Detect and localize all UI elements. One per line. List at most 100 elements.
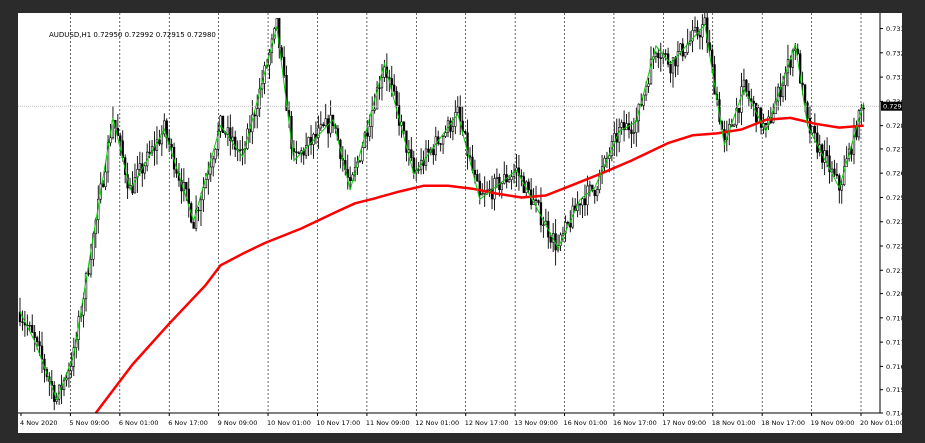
candle-body [258, 88, 261, 109]
candle-body [148, 151, 151, 154]
candle-body [701, 24, 704, 38]
candle-body [449, 120, 452, 132]
candle-body [349, 177, 352, 182]
candle-body [527, 181, 530, 191]
candle-body [745, 79, 748, 92]
candle-body [583, 198, 587, 206]
candle-body [666, 53, 670, 65]
candle-body [253, 114, 256, 117]
candle-body [187, 188, 190, 204]
candle-body [324, 118, 327, 127]
candle-body [192, 221, 195, 229]
chart-window[interactable]: 4 Nov 2020 5 Nov 09:00 6 Nov 01:00 6 Nov 17… [18, 2, 913, 433]
candle-body [862, 107, 865, 110]
candle-body [319, 124, 322, 129]
candle-body [444, 132, 447, 137]
candle-body [143, 165, 146, 174]
candle-body [671, 57, 675, 74]
candle-body [133, 177, 137, 194]
candle-body [375, 87, 379, 110]
candle-body [40, 345, 44, 360]
candle-body [163, 120, 166, 135]
candle-body [684, 52, 687, 57]
zigzag-tail-line [794, 44, 865, 190]
x-tick-label: 6 Nov 17:00 [168, 419, 208, 427]
y-tick-label: 0.73255 [886, 49, 902, 57]
candle-body [843, 166, 846, 186]
candle-body [503, 174, 506, 184]
candle-body [155, 139, 159, 151]
x-tick-label: 12 Nov 17:00 [465, 419, 509, 427]
candle-body [742, 79, 746, 87]
candle-body [835, 173, 839, 176]
candle-body [510, 176, 513, 180]
candle-body [366, 132, 369, 137]
candle-body [857, 110, 861, 138]
candle-body [197, 209, 200, 212]
candle-body [507, 179, 511, 183]
candle-body [481, 193, 484, 196]
candle-body [219, 115, 222, 132]
candle-body [825, 150, 829, 157]
candle-body [569, 222, 572, 228]
candle-body [630, 129, 633, 134]
y-tick-label: 0.71890 [886, 314, 902, 322]
candle-body [214, 149, 217, 160]
candle-body [703, 17, 706, 25]
candle-body [393, 84, 396, 92]
candle-body [852, 126, 856, 155]
candle-body [593, 190, 596, 197]
candle-body [395, 90, 398, 106]
candle-body [31, 324, 34, 333]
candle-body [383, 66, 386, 78]
candle-body [608, 155, 611, 159]
x-tick-label: 13 Nov 09:00 [514, 419, 558, 427]
candle-body [596, 189, 599, 197]
y-tick-label: 0.72385 [886, 218, 902, 226]
candle-body [199, 199, 203, 211]
candle-body [358, 160, 362, 163]
x-tick-label: 10 Nov 17:00 [316, 419, 360, 427]
candle-body [566, 222, 569, 224]
candle-body [209, 166, 212, 175]
candle-body [620, 122, 623, 128]
candle-body [280, 47, 283, 58]
candle-body [432, 149, 435, 156]
candle-body [644, 86, 648, 96]
candle-body [801, 82, 804, 86]
candle-body [38, 341, 41, 347]
y-tick-label: 0.71520 [886, 386, 902, 394]
candle-body [803, 84, 807, 104]
candle-body [542, 224, 545, 226]
candle-body [87, 273, 90, 275]
x-tick-label: 5 Nov 09:00 [69, 419, 109, 427]
y-tick-label: 0.71765 [886, 339, 902, 347]
candle-body [427, 148, 430, 153]
symbol-info-label: AUDUSD,H1 0.72950 0.72992 0.72915 0.7298… [49, 31, 216, 39]
candle-body [561, 233, 565, 236]
candle-body [549, 236, 552, 243]
candle-body [282, 56, 286, 76]
current-price-tag: 0.72980 [881, 101, 910, 111]
candle-body [28, 324, 31, 327]
candle-body [808, 118, 812, 134]
candle-body [212, 158, 215, 168]
candle-body [35, 337, 39, 342]
candle-body [466, 132, 469, 156]
x-tick-label: 18 Nov 01:00 [712, 419, 756, 427]
candle-body [101, 183, 105, 187]
candle-body [591, 184, 594, 191]
candle-body [378, 87, 381, 89]
candle-body [811, 126, 814, 134]
candle-body [828, 155, 831, 173]
candle-body [256, 108, 259, 117]
price-chart[interactable]: 4 Nov 2020 5 Nov 09:00 6 Nov 01:00 6 Nov 17… [18, 2, 913, 433]
candle-body [67, 370, 71, 379]
candle-body [317, 127, 320, 138]
candle-body [664, 53, 667, 55]
candle-body [539, 202, 543, 226]
candle-body [33, 331, 36, 338]
candle-body [693, 26, 697, 31]
candle-body [119, 135, 122, 142]
candle-body [417, 169, 420, 171]
